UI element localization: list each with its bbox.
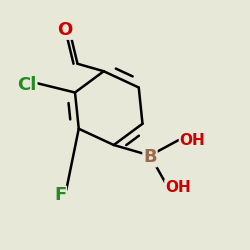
Text: OH: OH xyxy=(165,180,191,195)
Text: OH: OH xyxy=(180,133,205,148)
Text: O: O xyxy=(58,21,72,39)
Text: F: F xyxy=(54,186,66,204)
Text: B: B xyxy=(143,148,157,166)
Text: Cl: Cl xyxy=(17,76,37,94)
